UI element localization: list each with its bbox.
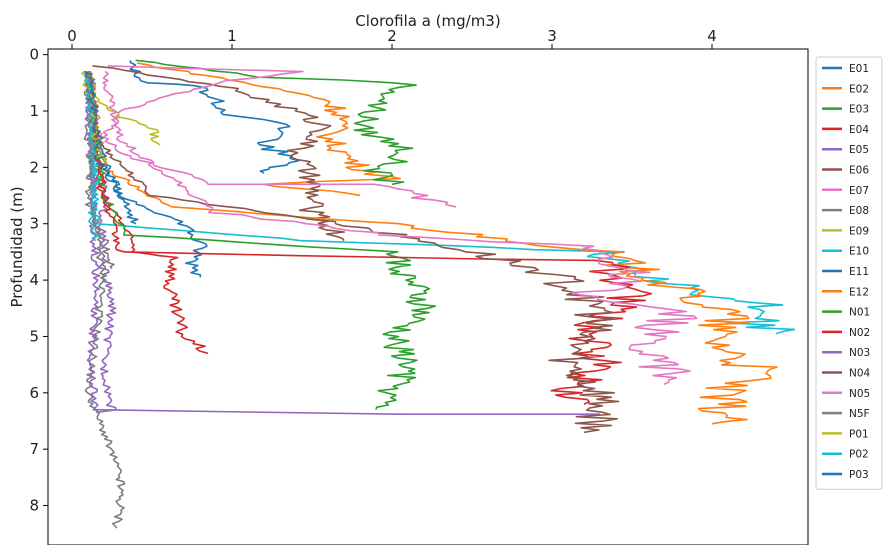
y-tick-label: 4 [29, 271, 39, 289]
y-tick-label: 3 [29, 215, 39, 233]
y-tick-label: 1 [29, 102, 39, 120]
legend-label: E09 [849, 225, 869, 237]
x-tick-label: 2 [387, 27, 397, 45]
legend-label: E12 [849, 286, 869, 298]
y-axis-title: Profundidad (m) [8, 186, 26, 307]
series-line-e03 [135, 59, 417, 186]
x-axis-title: Clorofila a (mg/m3) [355, 12, 500, 30]
legend-label: P02 [849, 449, 869, 461]
legend-label: N04 [849, 368, 871, 380]
legend-label: N02 [849, 327, 870, 339]
legend-label: N01 [849, 307, 870, 319]
legend-label: E04 [849, 124, 869, 136]
series-line-n05 [102, 70, 698, 386]
series-layer [81, 59, 796, 529]
legend-label: E02 [849, 83, 869, 95]
series-line-e09 [85, 73, 161, 146]
x-tick-label: 3 [547, 27, 557, 45]
y-tick-label: 8 [29, 497, 39, 515]
legend-label: E06 [849, 165, 869, 177]
series-line-e01 [129, 60, 301, 174]
legend-label: E10 [849, 246, 869, 258]
series-line-e12 [85, 70, 778, 425]
legend-label: E11 [849, 266, 869, 278]
legend-label: P01 [849, 428, 869, 440]
series-line-e07 [102, 65, 457, 208]
legend: E01 E02 E03 E04 E05 E06 E07 E08 E09 E10 E11 E12 N01 N… [815, 56, 883, 490]
y-tick-label: 2 [29, 158, 39, 176]
series-line-n04 [85, 71, 620, 434]
x-tick-label: 0 [67, 27, 77, 45]
legend-label: E07 [849, 185, 869, 197]
series-line-n02 [83, 70, 653, 405]
y-tick-label: 0 [29, 46, 39, 64]
legend-frame [815, 56, 883, 490]
series-line-e06 [92, 65, 346, 242]
legend-label: E08 [849, 205, 869, 217]
legend-label: N05 [849, 388, 870, 400]
legend-label: N03 [849, 347, 870, 359]
y-tick-label: 7 [29, 440, 39, 458]
legend-label: N5F [849, 408, 870, 420]
series-line-p01 [81, 71, 108, 163]
x-tick-label: 4 [707, 27, 717, 45]
series-line-e10 [84, 71, 796, 335]
legend-label: E03 [849, 104, 869, 116]
series-line-p03 [84, 71, 139, 225]
series-line-e04 [85, 76, 209, 355]
y-tick-label: 6 [29, 384, 39, 402]
x-tick-label: 1 [227, 27, 237, 45]
legend-label: E05 [849, 144, 869, 156]
y-tick-label: 5 [29, 327, 39, 345]
axis-layer: 0 1 2 3 4 0 1 2 3 4 5 6 7 8 [29, 27, 716, 515]
legend-label: P03 [849, 469, 869, 481]
plot-frame [47, 48, 809, 545]
legend-label: E01 [849, 63, 869, 75]
